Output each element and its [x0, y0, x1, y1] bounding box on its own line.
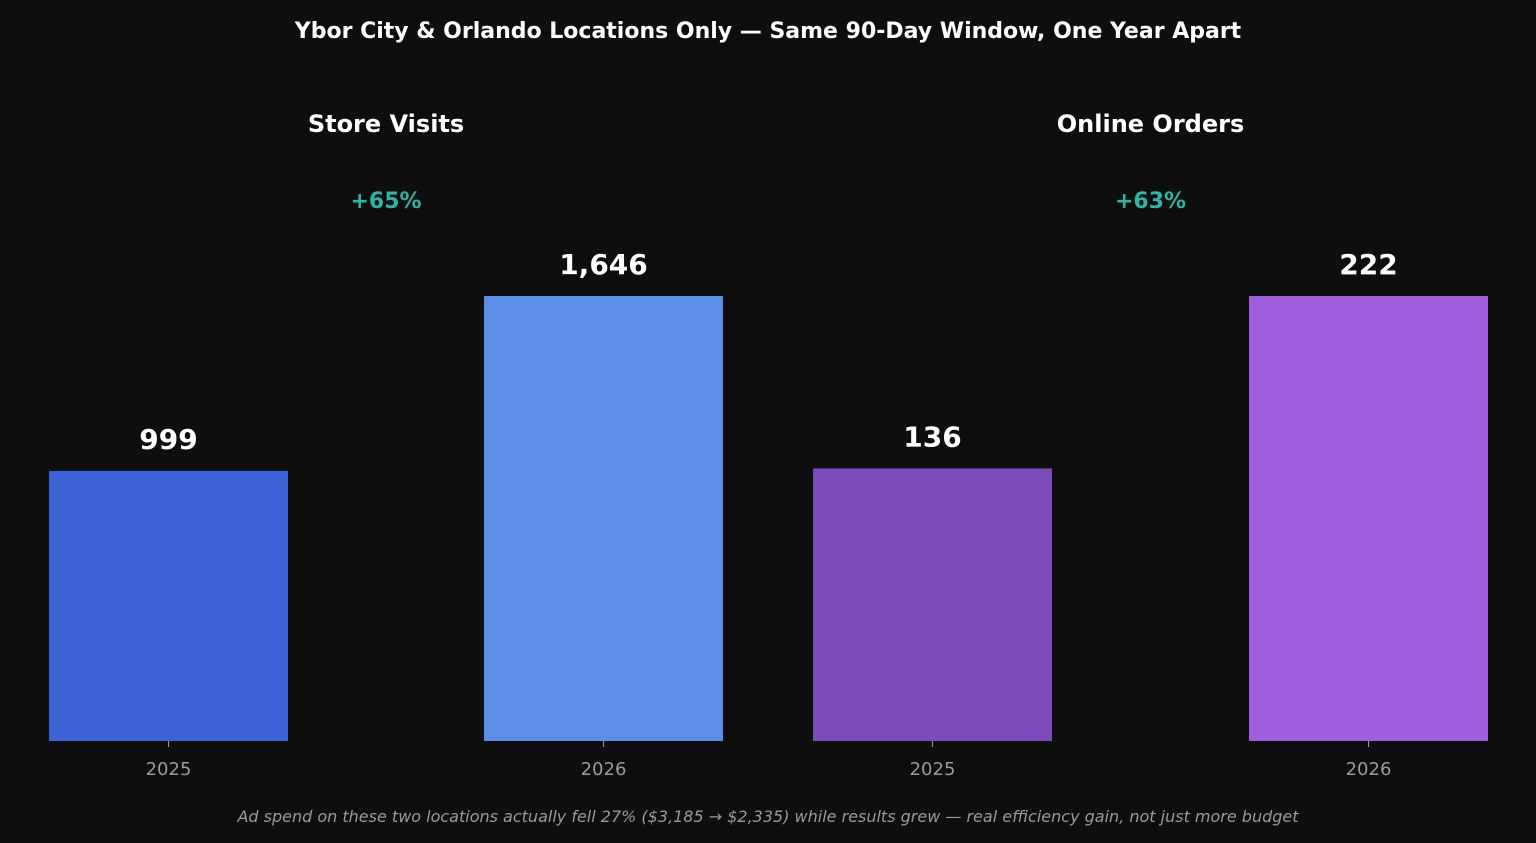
store-visits-tick-label-2025: 2025 — [146, 759, 192, 780]
store-visits-bar-2025 — [49, 470, 288, 741]
store-visits-change-label: +65% — [350, 189, 421, 214]
online-orders-bar-2026 — [1249, 296, 1488, 741]
online-orders-bar-2025 — [813, 468, 1052, 741]
chart-title: Ybor City & Orlando Locations Only — Sam… — [294, 19, 1242, 44]
online-orders-tick-label-2025: 2025 — [910, 759, 956, 780]
store-visits-tick-label-2026: 2026 — [581, 759, 627, 780]
online-orders-tick-label-2026: 2026 — [1346, 759, 1392, 780]
online-orders-value-label-2026: 222 — [1339, 248, 1397, 281]
online-orders-change-label: +63% — [1115, 189, 1186, 214]
footnote: Ad spend on these two locations actually… — [236, 807, 1299, 826]
store-visits-title: Store Visits — [308, 110, 464, 138]
online-orders-panel: Online Orders +63% 136 2025 222 2026 — [813, 110, 1488, 780]
online-orders-title: Online Orders — [1057, 110, 1244, 138]
store-visits-value-label-2025: 999 — [139, 423, 197, 456]
store-visits-panel: Store Visits +65% 999 2025 1,646 2026 — [49, 110, 723, 780]
store-visits-value-label-2026: 1,646 — [559, 248, 648, 281]
store-visits-bar-2026 — [484, 296, 723, 741]
online-orders-value-label-2025: 136 — [903, 420, 961, 453]
